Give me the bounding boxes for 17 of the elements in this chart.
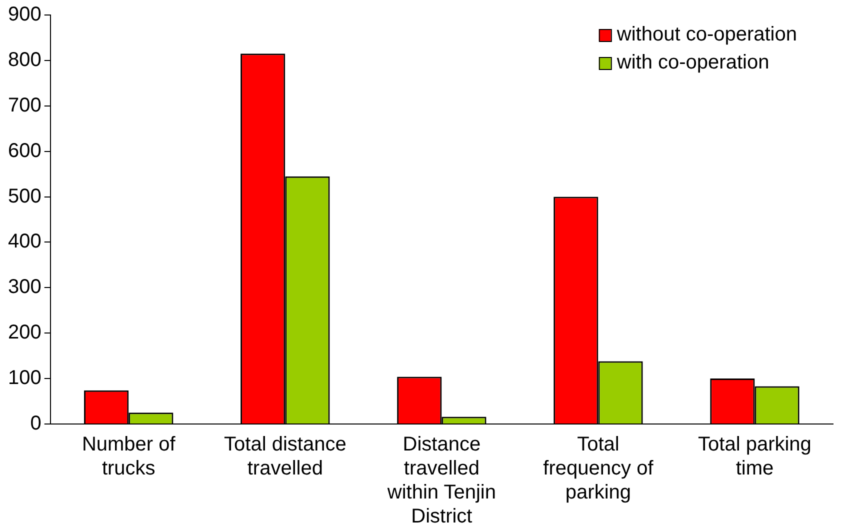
y-tick-label: 400 (8, 230, 42, 253)
y-tick-label: 0 (30, 412, 42, 435)
y-tick-label: 500 (8, 185, 42, 208)
y-tick-label: 100 (8, 367, 42, 390)
y-tick-label: 300 (8, 276, 42, 298)
y-tick-label: 200 (8, 322, 42, 344)
y-tick-label: 600 (8, 140, 42, 162)
y-tick-label: 800 (8, 48, 42, 71)
y-tick-label: 700 (8, 94, 42, 116)
x-tick-label: Distance travelled within Tenjin District (386, 434, 496, 528)
y-tick-label: 900 (8, 4, 42, 26)
x-tick-label: Total frequency of parking (543, 434, 654, 504)
legend-label: with co-operation (616, 52, 770, 74)
legend-label: without co-operation (616, 24, 797, 46)
x-tick-label: Total distance travelled (224, 434, 346, 480)
x-tick-label: Number of trucks (82, 434, 176, 480)
x-tick-label: Total parking time (698, 434, 812, 480)
